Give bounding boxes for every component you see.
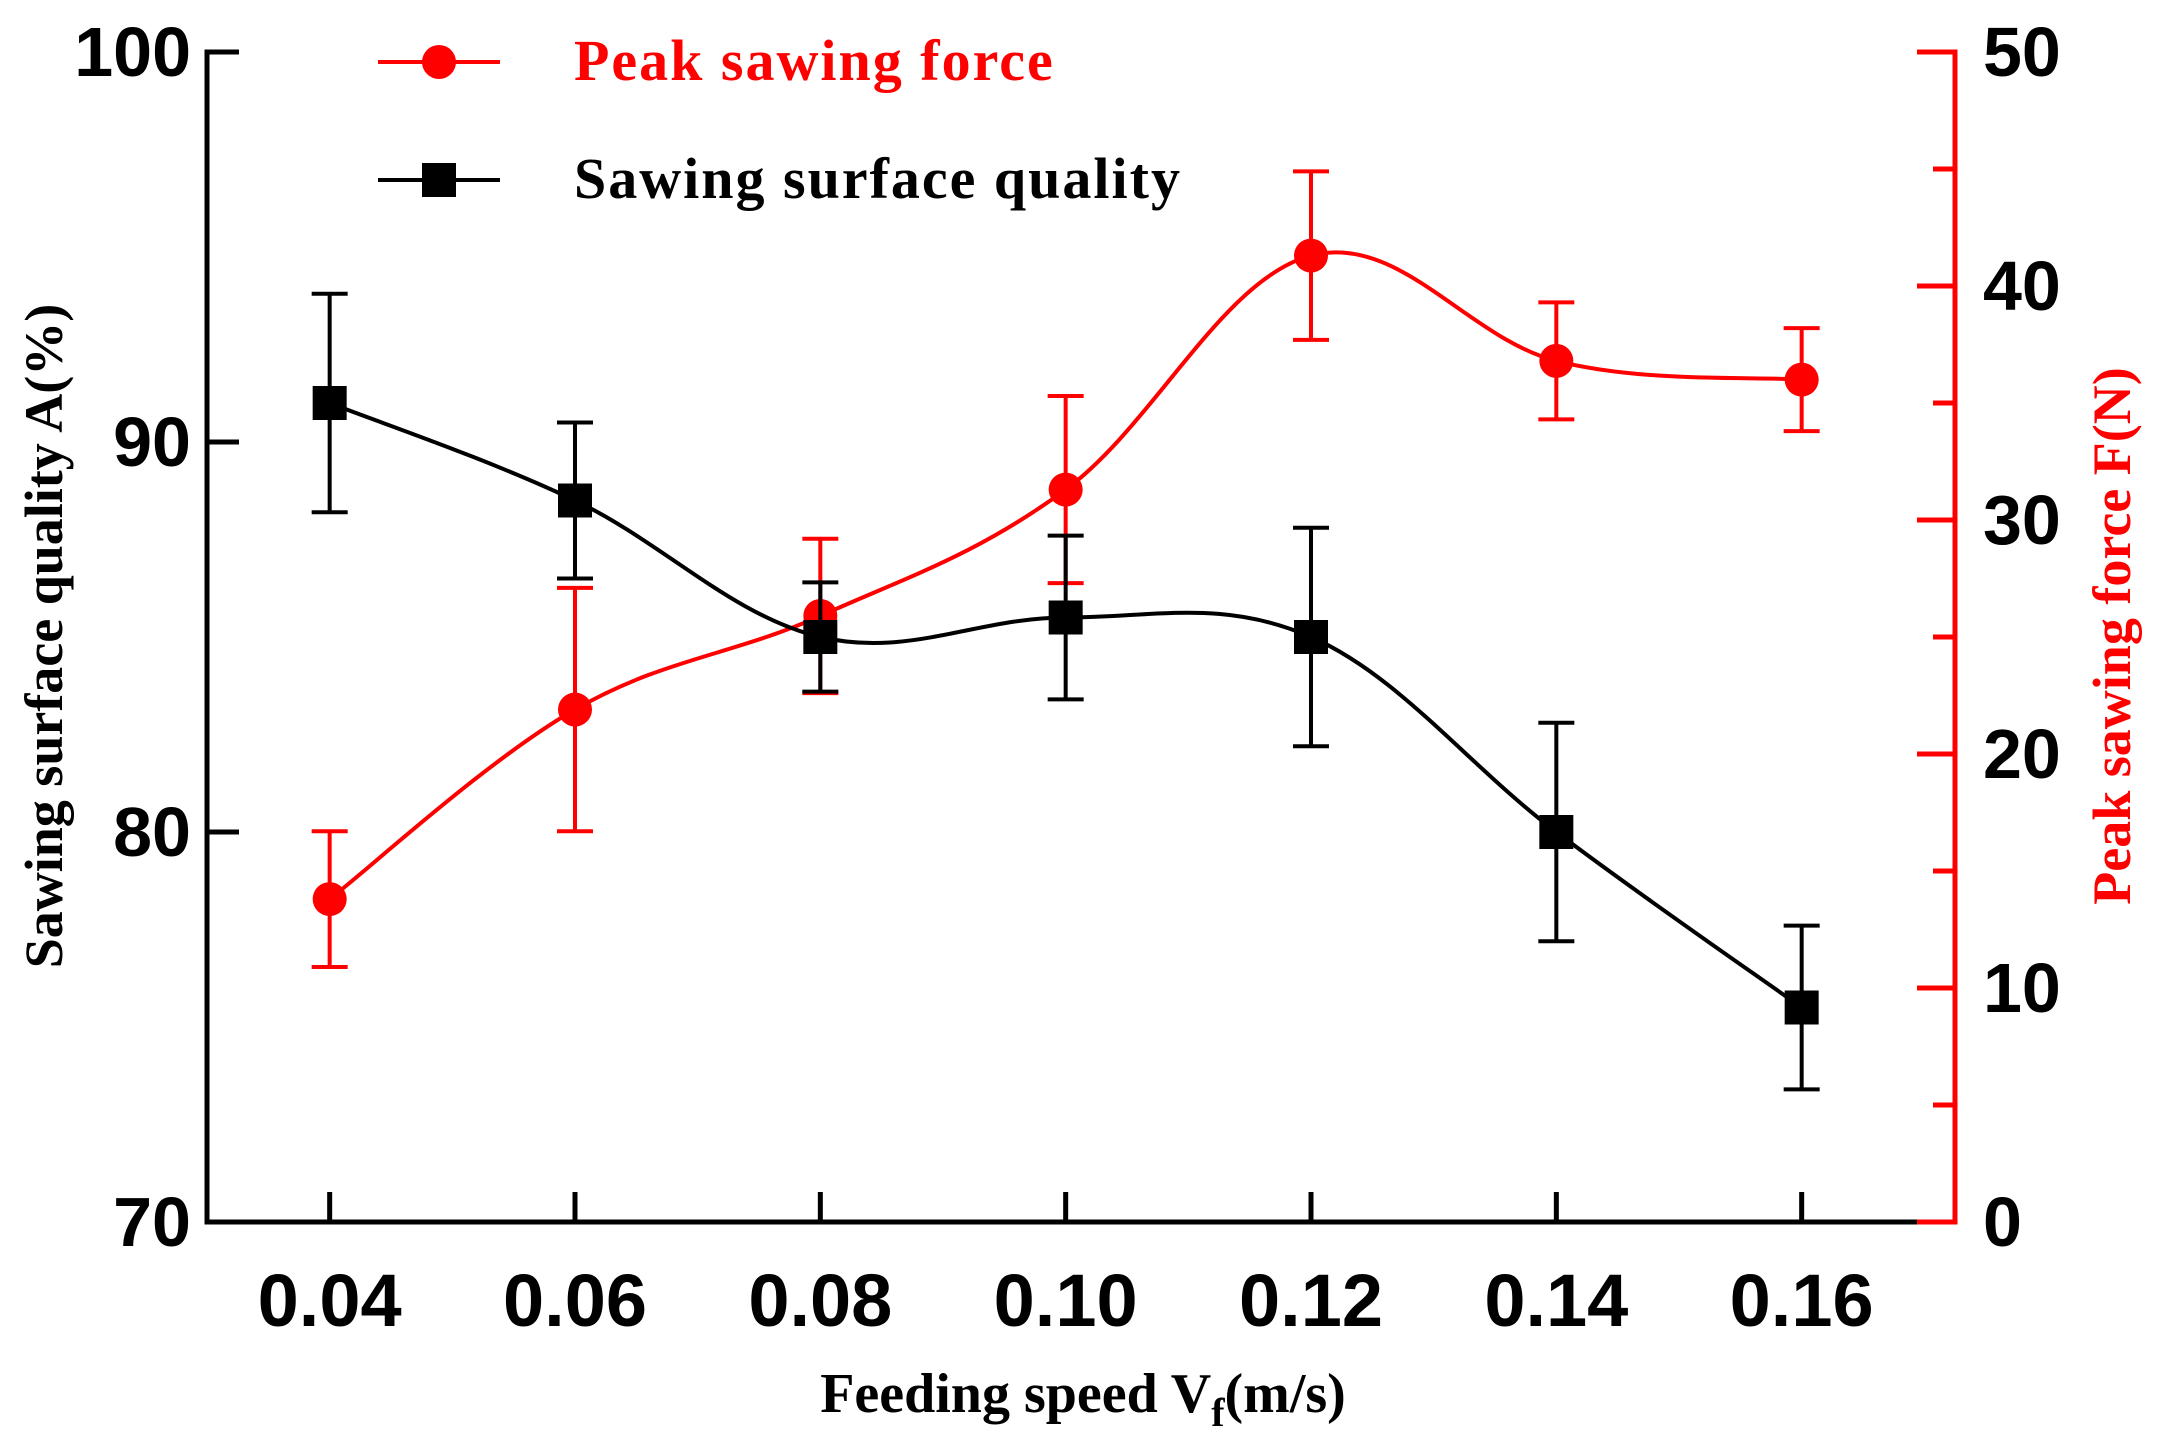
y-right-tick-label: 0	[1983, 1183, 2022, 1261]
x-tick-label: 0.14	[1484, 1259, 1628, 1342]
marker-sawing-surface-quality	[1539, 815, 1574, 849]
x-axis-label-main: Feeding speed V	[820, 1363, 1211, 1425]
y-axis-right-label: Peak sawing force F(N)	[2082, 367, 2142, 904]
x-tick-label: 0.16	[1730, 1259, 1874, 1342]
marker-peak-sawing-force	[1784, 362, 1819, 397]
legend-label: Sawing surface quality	[574, 146, 1182, 211]
legend-label: Peak sawing force	[574, 28, 1055, 93]
marker-sawing-surface-quality	[1048, 600, 1083, 635]
marker-sawing-surface-quality	[1294, 620, 1328, 654]
legend-item-sawing-surface-quality: Sawing surface quality	[378, 146, 1182, 211]
y-left-tick-label: 90	[113, 403, 191, 481]
marker-peak-sawing-force	[1539, 343, 1574, 378]
series-sawing-surface-quality	[311, 291, 1820, 1092]
legend-marker	[422, 45, 456, 79]
marker-sawing-surface-quality	[1784, 990, 1819, 1025]
y-left-tick-label: 100	[74, 13, 191, 91]
marker-sawing-surface-quality	[312, 386, 347, 420]
x-tick-label: 0.06	[503, 1259, 647, 1342]
y-right-tick-label: 30	[1983, 481, 2061, 559]
marker-sawing-surface-quality	[803, 620, 838, 654]
ticks: 70 80 90 100 0 10 20 30 40 50 0.04 0.06 0.08 0.10 0.12…	[74, 13, 2061, 1342]
series-layer	[311, 169, 1820, 1092]
x-tick-label: 0.10	[994, 1259, 1138, 1342]
marker-peak-sawing-force	[312, 882, 347, 917]
x-tick-label: 0.08	[748, 1259, 892, 1342]
y-right-tick-label: 20	[1983, 715, 2061, 793]
y-left-tick-label: 80	[113, 793, 191, 871]
legend-item-peak-sawing-force: Peak sawing force	[378, 28, 1055, 93]
x-axis-label-unit: (m/s)	[1225, 1363, 1346, 1425]
y-right-tick-label: 40	[1983, 247, 2061, 325]
x-axis-label: Feeding speed Vf(m/s)	[820, 1363, 1346, 1435]
marker-peak-sawing-force	[1294, 238, 1328, 273]
x-tick-label: 0.04	[258, 1259, 402, 1342]
x-axis-label-subscript: f	[1211, 1390, 1225, 1435]
legend: Peak sawing force Sawing surface quality	[378, 28, 1182, 211]
marker-sawing-surface-quality	[558, 483, 592, 518]
axes	[204, 49, 1958, 1225]
legend-marker	[422, 163, 456, 197]
y-axis-left-label: Sawing surface quality A(%)	[14, 304, 74, 969]
marker-peak-sawing-force	[558, 692, 592, 727]
y-left-tick-label: 70	[113, 1183, 191, 1261]
x-tick-label: 0.12	[1239, 1259, 1383, 1342]
y-right-tick-label: 10	[1983, 949, 2061, 1027]
y-right-tick-label: 50	[1983, 13, 2061, 91]
marker-peak-sawing-force	[1048, 472, 1083, 507]
